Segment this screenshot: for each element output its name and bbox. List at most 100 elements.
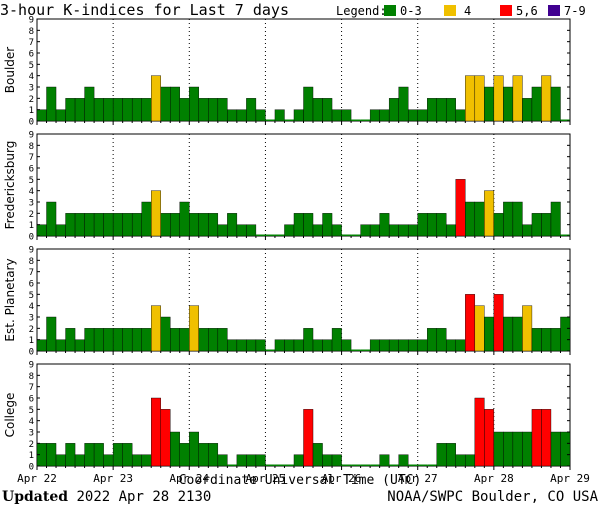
x-tick-label: Apr 24 bbox=[169, 472, 209, 485]
k-bar bbox=[379, 213, 390, 237]
station-label: Boulder bbox=[3, 47, 17, 94]
k-bar bbox=[227, 464, 237, 466]
y-tick-label: 2 bbox=[29, 440, 34, 450]
k-bar bbox=[560, 316, 571, 352]
k-bar bbox=[74, 213, 85, 237]
k-bar bbox=[522, 305, 533, 352]
panel-college: 0 123 456 789 College bbox=[3, 361, 571, 473]
k-bar bbox=[541, 328, 552, 352]
k-bar bbox=[198, 98, 209, 122]
k-bar bbox=[208, 328, 219, 352]
k-bar bbox=[360, 349, 371, 351]
k-bar bbox=[512, 316, 523, 352]
y-tick-label: 0 bbox=[29, 118, 34, 128]
y-tick-label: 5 bbox=[29, 406, 34, 416]
k-bar bbox=[160, 213, 171, 237]
k-bar bbox=[503, 316, 514, 352]
k-bar bbox=[198, 213, 209, 237]
k-bar bbox=[179, 201, 190, 237]
k-bar bbox=[484, 409, 495, 467]
k-bar bbox=[446, 443, 456, 467]
k-bar bbox=[227, 109, 238, 122]
panel-boulder: 0 123 456 789 Boulder bbox=[3, 16, 571, 128]
k-bar bbox=[255, 109, 266, 122]
legend-swatch-4 bbox=[444, 5, 456, 16]
k-bar bbox=[284, 119, 294, 121]
k-bar bbox=[427, 328, 437, 352]
k-bar bbox=[151, 190, 161, 237]
k-bar bbox=[436, 98, 447, 122]
x-tick-label: Apr 26 bbox=[322, 472, 362, 485]
k-bar bbox=[141, 201, 152, 237]
k-bar bbox=[398, 86, 409, 122]
k-bar bbox=[160, 409, 171, 467]
y-tick-label: 4 bbox=[29, 187, 34, 197]
k-bar bbox=[255, 454, 266, 467]
k-bar bbox=[208, 213, 219, 237]
k-bar bbox=[436, 443, 447, 467]
k-bar bbox=[55, 109, 66, 122]
k-bar bbox=[93, 328, 104, 352]
k-bar bbox=[46, 201, 57, 237]
k-bar bbox=[246, 224, 257, 237]
k-bar bbox=[141, 98, 152, 122]
k-bar bbox=[417, 109, 428, 122]
k-bar bbox=[522, 98, 533, 122]
k-bar bbox=[436, 213, 447, 237]
k-bar bbox=[512, 75, 523, 122]
k-bar bbox=[550, 328, 561, 352]
panel-est-planetary: 0 123 456 789 Est. Planetary bbox=[3, 246, 571, 358]
k-bar bbox=[293, 339, 304, 352]
k-bar bbox=[84, 86, 95, 122]
k-bar bbox=[369, 339, 380, 352]
y-tick-label: 9 bbox=[29, 246, 34, 256]
k-bar bbox=[131, 213, 142, 237]
y-tick-label: 0 bbox=[29, 348, 34, 358]
k-bar bbox=[112, 328, 123, 352]
k-bar bbox=[274, 339, 285, 352]
y-tick-label: 1 bbox=[29, 106, 34, 116]
y-tick-label: 0 bbox=[29, 463, 34, 473]
k-bar bbox=[122, 213, 133, 237]
k-bar bbox=[503, 201, 514, 237]
k-bar bbox=[217, 328, 228, 352]
y-tick-label: 5 bbox=[29, 61, 34, 71]
k-bar bbox=[531, 328, 542, 352]
legend-title: Legend: bbox=[336, 4, 387, 18]
k-bar bbox=[455, 109, 466, 122]
k-bar bbox=[407, 339, 418, 352]
k-bar bbox=[531, 86, 542, 122]
k-bar bbox=[379, 109, 390, 122]
k-bar bbox=[84, 443, 95, 467]
k-bar bbox=[55, 339, 66, 352]
k-bar bbox=[303, 86, 314, 122]
k-bar bbox=[541, 75, 552, 122]
y-tick-label: 1 bbox=[29, 221, 34, 231]
k-bar bbox=[141, 454, 152, 467]
panels: 0123456789Boulder0123456789Fredericksbur… bbox=[3, 16, 571, 473]
chart-title: 3-hour K-indices for Last 7 days bbox=[0, 1, 289, 19]
k-bar bbox=[293, 109, 304, 122]
k-bar bbox=[217, 224, 228, 237]
k-bar bbox=[303, 213, 314, 237]
k-bar bbox=[322, 98, 333, 122]
k-bar bbox=[312, 224, 323, 237]
k-bar bbox=[122, 98, 133, 122]
k-bar bbox=[122, 328, 133, 352]
k-bar bbox=[408, 464, 418, 466]
k-bar bbox=[112, 443, 123, 467]
k-bar bbox=[398, 454, 409, 467]
x-tick-label: Apr 29 bbox=[550, 472, 590, 485]
y-tick-label: 7 bbox=[29, 38, 34, 48]
y-tick-label: 5 bbox=[29, 176, 34, 186]
k-bar bbox=[65, 443, 76, 467]
k-bar bbox=[331, 328, 342, 352]
k-bar bbox=[93, 443, 104, 467]
k-bar bbox=[274, 464, 285, 466]
y-tick-label: 6 bbox=[29, 165, 34, 175]
k-bar bbox=[341, 464, 352, 466]
k-bar bbox=[455, 179, 466, 237]
x-tick-label: Apr 27 bbox=[398, 472, 438, 485]
k-bar bbox=[303, 409, 314, 467]
k-bar bbox=[274, 109, 285, 122]
